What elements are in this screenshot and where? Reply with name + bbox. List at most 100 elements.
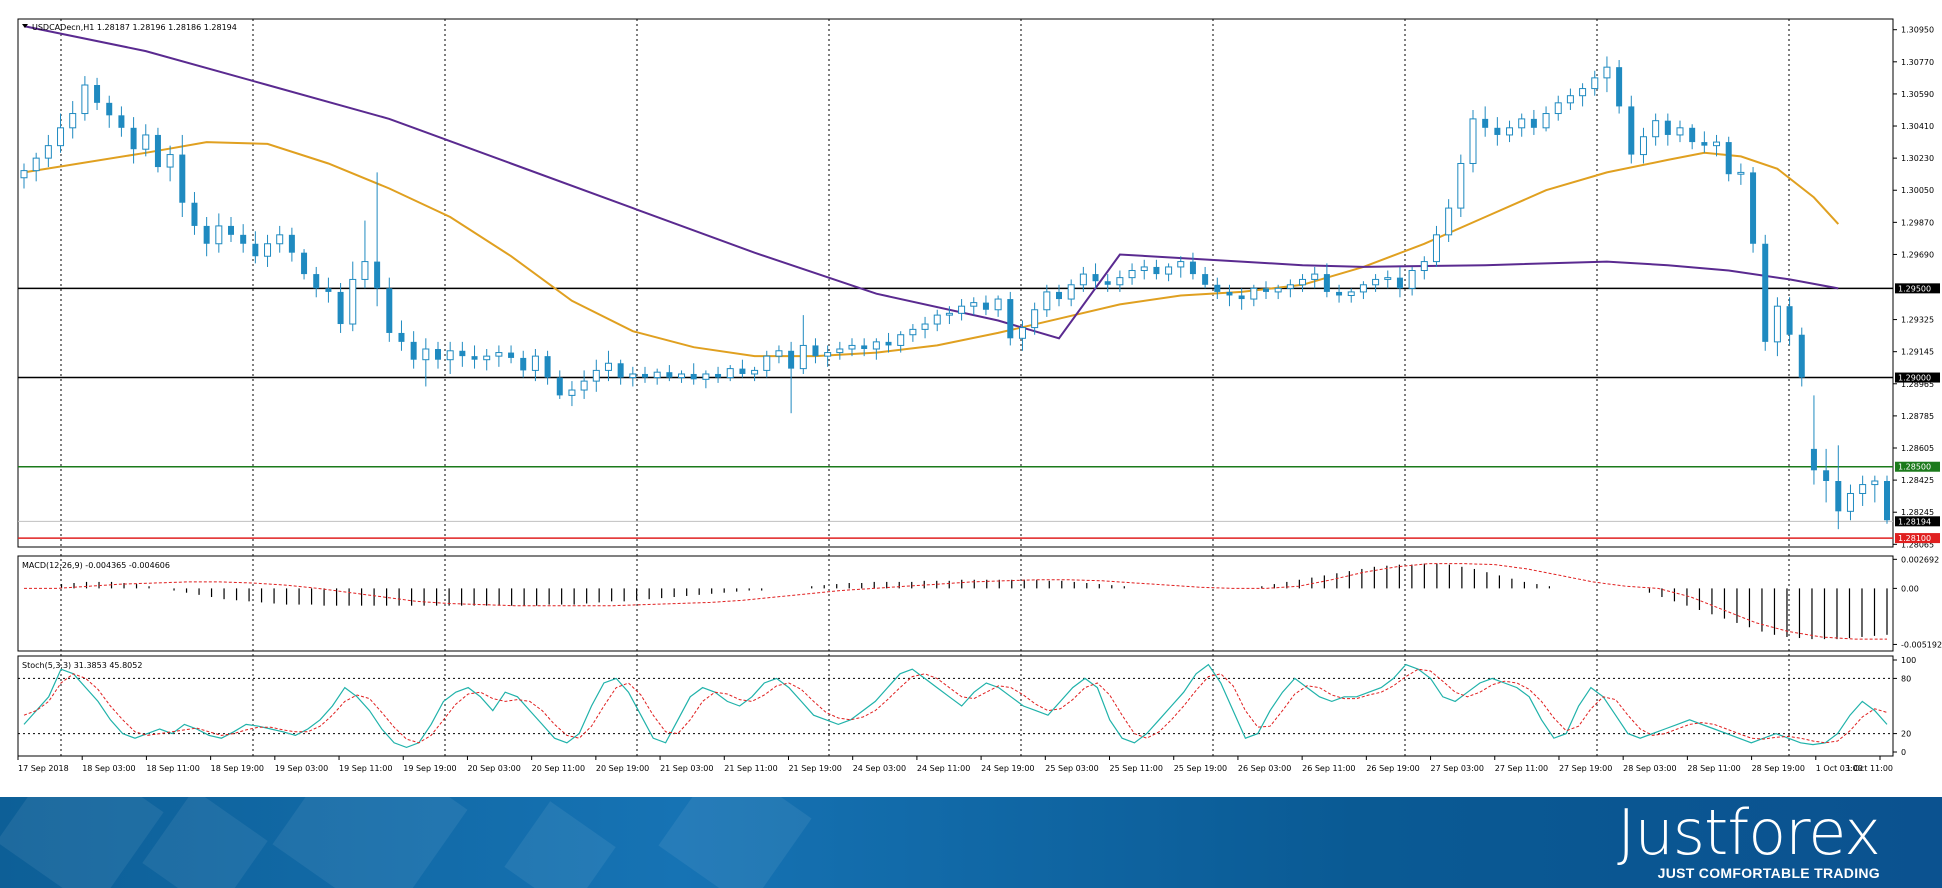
x-tick-label: 19 Sep 11:00: [339, 764, 392, 773]
candle-body-up: [1128, 270, 1136, 279]
candle-body-up: [1603, 66, 1611, 79]
candle-body-up: [604, 362, 612, 371]
candle-body-down: [471, 356, 478, 360]
x-tick-label: 25 Sep 03:00: [1045, 764, 1098, 773]
level-badge: [1895, 533, 1940, 544]
candle-body-down: [179, 154, 186, 203]
candle-body-up: [495, 352, 503, 357]
candle-body-up: [422, 348, 430, 361]
candle-body-up: [824, 352, 832, 357]
candle-body-up: [1359, 284, 1367, 293]
candle-body-up: [897, 334, 905, 346]
candle-body-up: [1579, 88, 1587, 97]
candle-body-up: [970, 302, 978, 307]
x-tick-label: 1 Oct 11:00: [1846, 764, 1893, 773]
panel-frame-2: [17, 555, 1894, 652]
candle-body-up: [1116, 277, 1124, 286]
candle-body-down: [1092, 274, 1099, 282]
candle-body-up: [872, 341, 880, 350]
x-tick-label: 24 Sep 03:00: [853, 764, 906, 773]
candle-body-down: [154, 134, 161, 168]
candle-body-up: [1018, 327, 1026, 339]
level-label: 1.28500: [1898, 463, 1931, 472]
candle-body-down: [1226, 291, 1233, 296]
x-tick-label: 21 Sep 11:00: [724, 764, 777, 773]
x-tick-label: 1 Oct 03:00: [1816, 764, 1863, 773]
candle-body-up: [44, 145, 52, 159]
candle-body-up: [1566, 95, 1574, 104]
candle-body-up: [215, 225, 223, 245]
candle-body-down: [1798, 334, 1805, 378]
candle-body-down: [788, 350, 795, 369]
candle-body-down: [1701, 142, 1708, 146]
candle-body-up: [20, 170, 28, 179]
price-tick-label: 1.28965: [1901, 380, 1934, 389]
macd-signal-line: [24, 563, 1887, 640]
candle-body-down: [1189, 261, 1196, 275]
candle-body-down: [1725, 142, 1732, 175]
candle-body-up: [592, 369, 600, 382]
candle-body-down: [386, 288, 393, 333]
stoch-tick-label: 20: [1901, 730, 1911, 739]
moving-average-1: [23, 141, 1840, 358]
candle-body-up: [1652, 120, 1660, 138]
x-tick-label: 28 Sep 03:00: [1623, 764, 1676, 773]
price-tick-label: 1.29870: [1901, 218, 1934, 227]
candle-body-down: [1810, 448, 1817, 471]
candle-body-up: [483, 355, 491, 361]
price-panel-title: USDCADecn,H1 1.28187 1.28196 1.28186 1.2…: [32, 23, 237, 32]
stoch-signal-line: [23, 668, 1888, 744]
x-tick-label: 24 Sep 19:00: [981, 764, 1034, 773]
x-tick-label: 20 Sep 19:00: [596, 764, 649, 773]
stoch-tick-label: 0: [1901, 748, 1906, 757]
x-tick-label: 27 Sep 11:00: [1495, 764, 1548, 773]
candle-body-up: [142, 134, 150, 150]
candle-body-up: [836, 348, 844, 354]
candle-body-down: [1664, 120, 1671, 135]
last-price-label: 1.28194: [1898, 517, 1931, 526]
x-tick-label: 21 Sep 19:00: [788, 764, 841, 773]
candle-body-down: [1494, 127, 1501, 135]
level-badge: [1895, 283, 1940, 294]
candle-body-down: [520, 357, 527, 371]
price-tick-label: 1.29690: [1901, 250, 1934, 259]
x-tick-label: 18 Sep 19:00: [211, 764, 264, 773]
macd-tick-label: 0.00: [1901, 584, 1919, 593]
candle-body-down: [288, 234, 295, 253]
candle-body-up: [1445, 207, 1453, 236]
price-tick-label: 1.29325: [1901, 316, 1934, 325]
price-tick-label: 1.30410: [1901, 122, 1934, 131]
stoch-tick-label: 100: [1901, 656, 1916, 665]
candle-body-down: [240, 234, 247, 244]
candle-body-down: [556, 377, 563, 396]
price-tick-label: 1.30770: [1901, 58, 1934, 67]
candle-body-down: [1823, 470, 1830, 481]
candle-body-up: [1274, 287, 1282, 293]
x-tick-label: 17 Sep 2018: [18, 764, 69, 773]
candle-body-up: [1347, 291, 1355, 296]
candle-body-up: [958, 305, 966, 314]
candle-body-up: [1384, 277, 1392, 280]
brand-logo[interactable]: Justforex: [1617, 797, 1881, 869]
candle-body-up: [166, 154, 174, 168]
candle-body-up: [775, 350, 783, 357]
candle-body-up: [1372, 278, 1380, 286]
panel-frame-3: [17, 655, 1894, 757]
candle-body-up: [1043, 291, 1051, 311]
macd-tick-label: -0.005192: [1901, 640, 1942, 649]
candle-body-up: [1079, 273, 1087, 286]
candle-body-down: [1336, 291, 1343, 296]
candle-body-down: [1786, 306, 1793, 335]
candle-body-down: [508, 352, 515, 358]
candle-body-up: [349, 278, 357, 325]
macd-tick-label: 0.002692: [1901, 555, 1939, 564]
candle-body-up: [1432, 234, 1440, 263]
candle-body-up: [1067, 284, 1075, 300]
candle-body-up: [629, 373, 637, 379]
candle-body-up: [945, 312, 953, 316]
candle-body-down: [1202, 274, 1209, 285]
candle-body-down: [1153, 266, 1160, 275]
candle-body-up: [726, 368, 734, 379]
candle-body-down: [94, 85, 101, 103]
x-tick-label: 25 Sep 11:00: [1110, 764, 1163, 773]
